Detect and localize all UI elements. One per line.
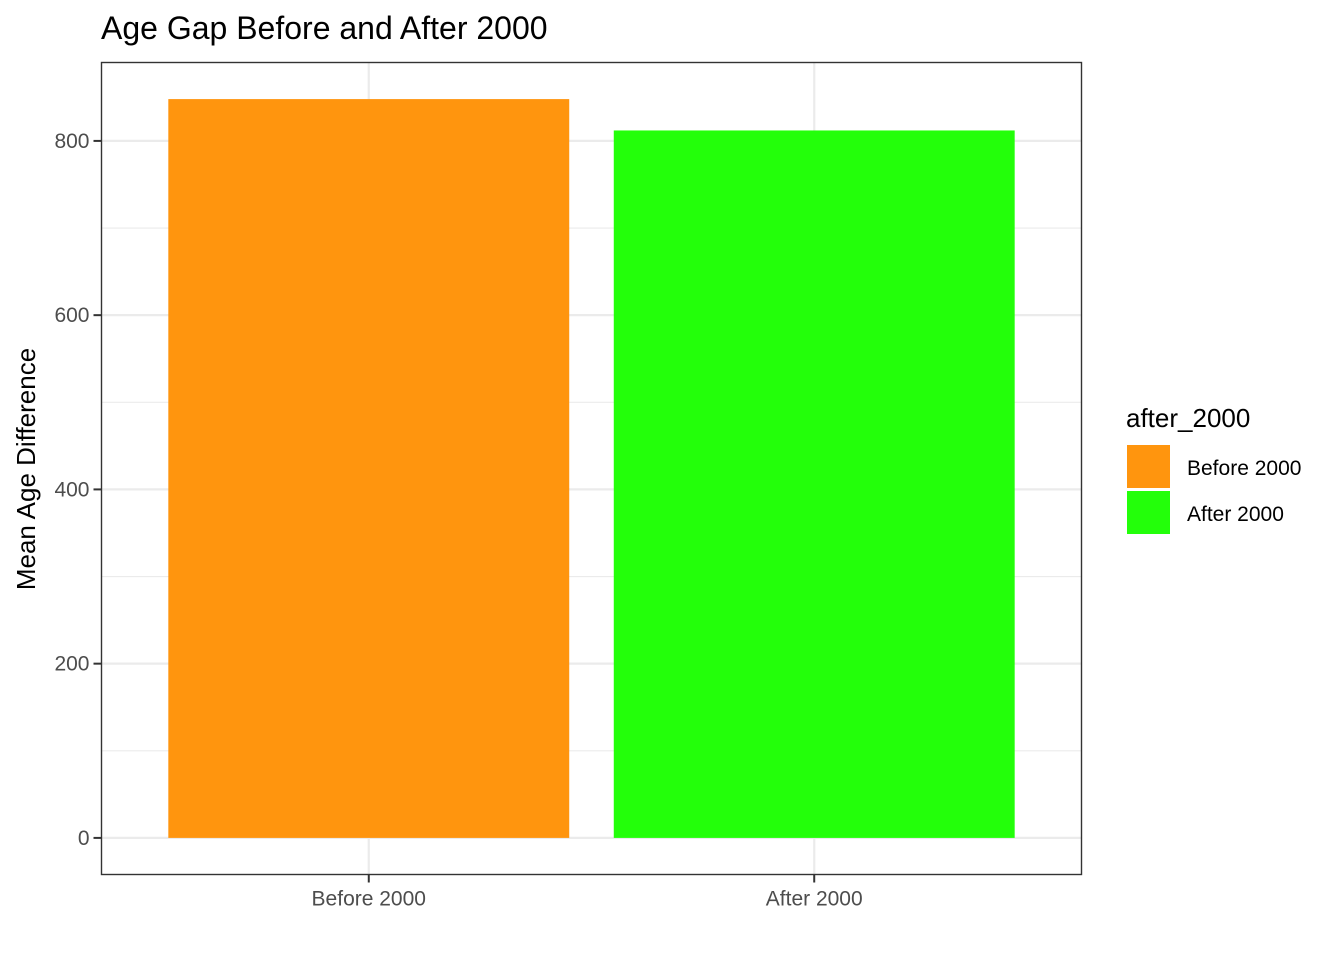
legend-label-after-2000: After 2000 [1187,503,1284,526]
legend-title: after_2000 [1126,403,1250,433]
x-axis: Before 2000 After 2000 [312,874,863,911]
y-tick-label: 400 [54,478,89,501]
y-axis-title: Mean Age Difference [11,348,41,590]
bar-after-2000 [613,130,1015,838]
plot-border [100,61,1083,876]
y-tick-label: 600 [54,304,89,327]
chart-title: Age Gap Before and After 2000 [101,10,548,46]
legend-label-before-2000: Before 2000 [1187,457,1301,480]
y-tick-label: 0 [78,827,90,850]
x-tick-label-before-2000: Before 2000 [312,888,426,911]
legend-swatch-before-2000 [1127,445,1170,488]
legend-swatch-after-2000 [1127,491,1170,534]
y-tick-label: 800 [54,130,89,153]
bar-before-2000 [168,99,570,838]
bars [168,99,1015,838]
legend: after_2000 Before 2000 After 2000 [1126,403,1301,534]
x-tick-label-after-2000: After 2000 [766,888,863,911]
y-tick-label: 200 [54,653,89,676]
y-axis: 0 200 400 600 800 [54,130,102,850]
